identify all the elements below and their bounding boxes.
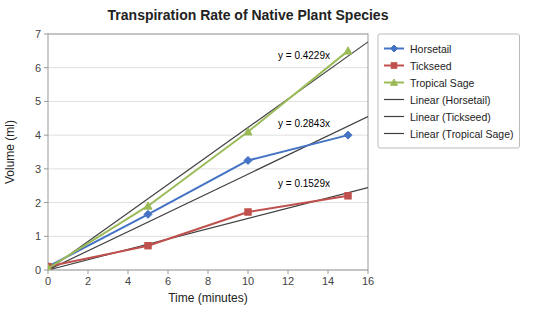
point (344, 47, 352, 54)
y-tick-label: 5 (35, 95, 41, 107)
x-tick-label: 12 (282, 275, 294, 287)
grid-line (48, 202, 368, 203)
plot-frame (48, 34, 368, 270)
x-axis-label: Time (minutes) (168, 291, 248, 305)
y-tick (44, 67, 48, 68)
x-tick (168, 270, 169, 274)
grid-line (48, 67, 368, 68)
legend-item: Horsetail (384, 43, 451, 55)
x-tick (88, 270, 89, 274)
x-tick-label: 16 (362, 275, 374, 287)
y-tick (44, 101, 48, 102)
point (244, 156, 252, 164)
annotations: y = 0.4229x y = 0.2843x y = 0.1529x (278, 50, 330, 189)
grid-line (48, 168, 368, 169)
x-tick-label: 2 (85, 275, 91, 287)
grid-line (48, 101, 368, 102)
legend-label: Tickseed (410, 60, 452, 72)
chart: Transpiration Rate of Native Plant Speci… (0, 0, 548, 316)
annotation: y = 0.1529x (278, 178, 330, 189)
x-tick (288, 270, 289, 274)
series (48, 193, 351, 270)
point (144, 210, 152, 218)
title: Transpiration Rate of Native Plant Speci… (108, 7, 389, 23)
trend-line (48, 117, 368, 270)
series (48, 188, 368, 270)
legend-item: Tickseed (384, 60, 452, 72)
legend-label: Horsetail (410, 43, 451, 55)
legend-label: Linear (Tickseed) (410, 111, 491, 123)
legend: Horsetail Tickseed Tropical Sage Linear (Ho… (378, 34, 520, 148)
annotation: y = 0.2843x (278, 118, 330, 129)
y-axis-label: Volume (ml) (3, 120, 17, 184)
x-tick-label: 6 (165, 275, 171, 287)
legend-label: Tropical Sage (410, 77, 475, 89)
series (48, 131, 352, 270)
x-tick (128, 270, 129, 274)
y-tick-label: 4 (35, 129, 41, 141)
y-tick-label: 7 (35, 28, 41, 40)
series (48, 42, 368, 270)
grid-line (48, 135, 368, 136)
legend-label: Linear (Tropical Sage) (410, 128, 514, 140)
y-tick-label: 1 (35, 230, 41, 242)
axes: 024681012141601234567 (35, 28, 374, 287)
marks (48, 42, 368, 270)
legend-swatch (384, 116, 404, 117)
point (244, 128, 252, 135)
x-tick-label: 14 (322, 275, 334, 287)
y-tick-label: 6 (35, 62, 41, 74)
y-tick-label: 3 (35, 163, 41, 175)
legend-swatch (384, 133, 404, 134)
x-tick (208, 270, 209, 274)
point (344, 131, 352, 139)
annotation: y = 0.4229x (278, 50, 330, 61)
y-tick (44, 168, 48, 169)
x-tick (48, 270, 49, 274)
x-tick-label: 10 (242, 275, 254, 287)
point (144, 202, 152, 209)
point (245, 209, 251, 215)
y-tick (44, 270, 48, 271)
x-tick-label: 0 (45, 275, 51, 287)
series (48, 47, 352, 270)
y-tick-label: 2 (35, 197, 41, 209)
legend-label: Linear (Horsetail) (410, 94, 491, 106)
x-tick-label: 8 (205, 275, 211, 287)
y-tick (44, 135, 48, 136)
legend-swatch (384, 99, 404, 100)
point (48, 264, 52, 270)
trend-line (48, 188, 368, 270)
y-tick-label: 0 (35, 264, 41, 276)
x-tick-label: 4 (125, 275, 131, 287)
legend-item: Linear (Tropical Sage) (384, 128, 514, 140)
legend-marker (391, 63, 397, 69)
legend-item: Linear (Horsetail) (384, 94, 491, 106)
y-tick (44, 202, 48, 203)
trend-line (48, 42, 368, 270)
series (48, 117, 368, 270)
legend-item: Linear (Tickseed) (384, 111, 491, 123)
point (345, 193, 351, 199)
x-tick (368, 270, 369, 274)
legend-marker (391, 79, 398, 85)
y-tick (44, 34, 48, 35)
x-tick (328, 270, 329, 274)
legend-box (378, 34, 520, 148)
point (145, 243, 151, 249)
series-line (48, 51, 348, 268)
y-tick (44, 236, 48, 237)
series-line (48, 196, 348, 267)
series-line (48, 135, 348, 266)
grid (48, 34, 368, 270)
legend-item: Tropical Sage (384, 77, 475, 89)
legend-marker (391, 45, 398, 52)
x-tick (248, 270, 249, 274)
